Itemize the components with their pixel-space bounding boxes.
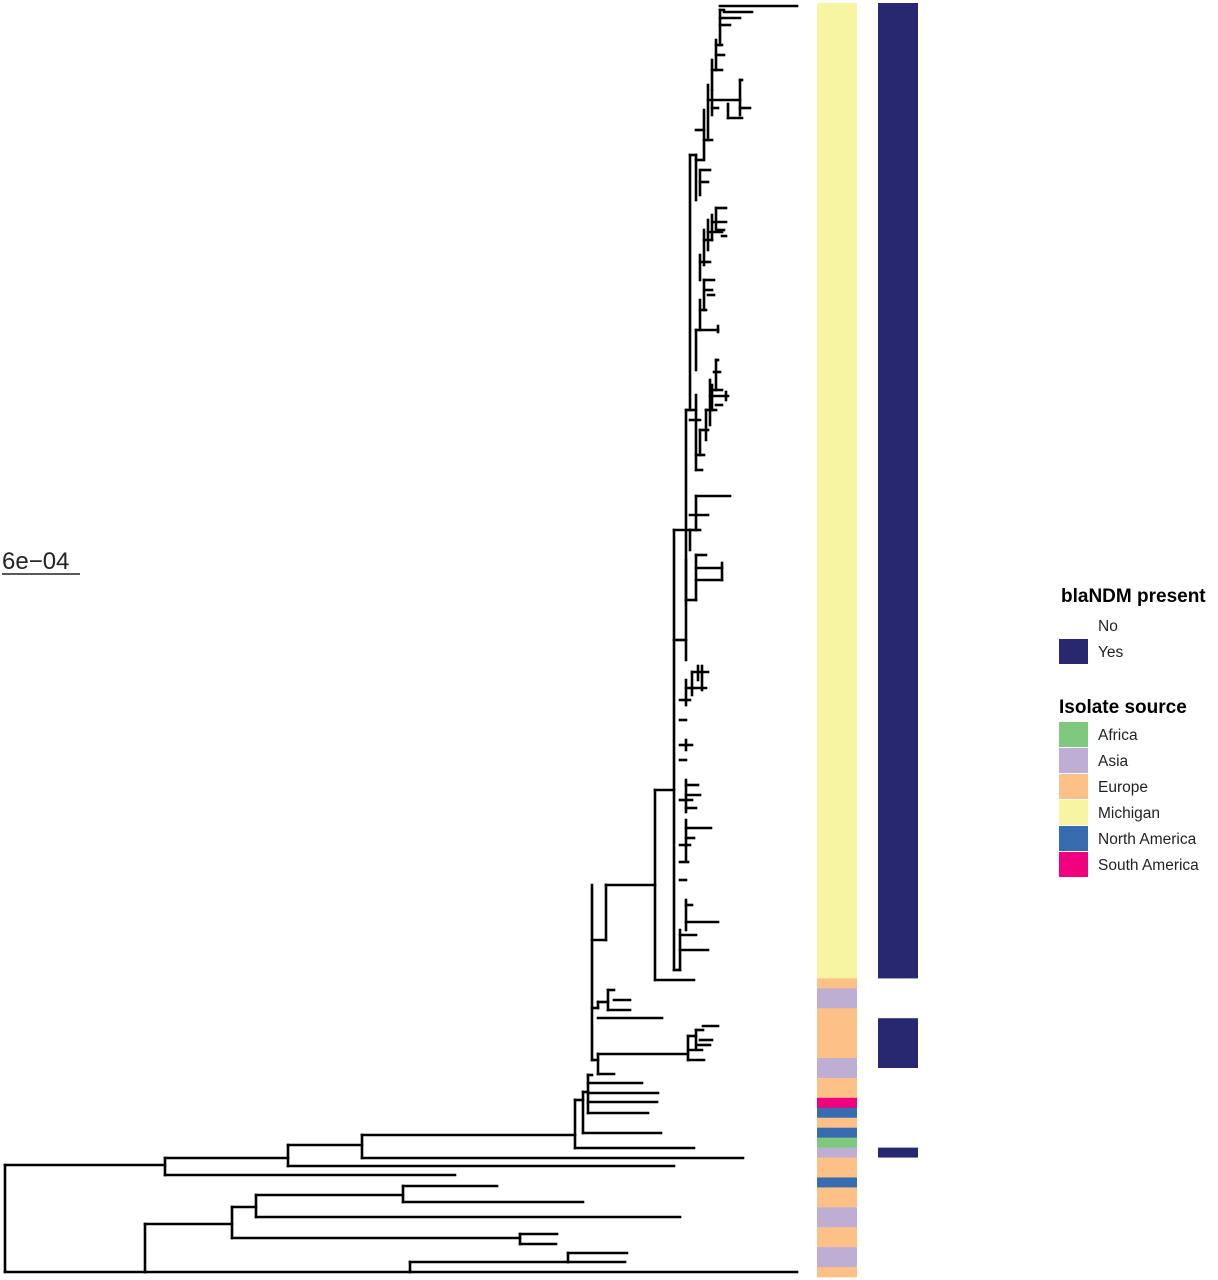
blandm-block-yes xyxy=(878,3,918,979)
phylogenetic-tree xyxy=(3,4,799,1274)
legend-blandm-title: blaNDM present xyxy=(1061,586,1206,607)
legend-isolate-source: Isolate source Africa Asia Europe Michig… xyxy=(1059,697,1199,877)
source-block-europe xyxy=(817,1117,857,1128)
source-block-europe xyxy=(817,978,857,989)
source-block-south-america xyxy=(817,1097,857,1109)
scale-bar: 6e−04 xyxy=(2,548,80,575)
source-block-europe xyxy=(817,1077,857,1099)
isolate-source-strip xyxy=(817,3,857,1278)
legend-blandm: blaNDM present No Yes xyxy=(1059,586,1206,664)
legend-label-yes: Yes xyxy=(1098,644,1124,661)
legend-swatch-south-america xyxy=(1059,852,1088,877)
source-block-asia xyxy=(817,988,857,1009)
source-block-asia xyxy=(817,1247,857,1268)
legend-label-south-america: South America xyxy=(1098,857,1199,874)
source-block-north-america xyxy=(817,1177,857,1188)
source-block-asia xyxy=(817,1058,857,1079)
blandm-present-strip xyxy=(878,3,918,1158)
legend-swatch-north-america xyxy=(1059,826,1088,851)
legend-label-north-america: North America xyxy=(1098,831,1197,848)
legend-label-europe: Europe xyxy=(1098,779,1148,796)
legend-label-no: No xyxy=(1098,618,1118,635)
blandm-block-yes xyxy=(878,1147,918,1158)
source-block-europe xyxy=(817,1267,857,1278)
source-block-michigan xyxy=(817,3,857,979)
legend-swatch-yes xyxy=(1059,639,1088,664)
legend-swatch-michigan xyxy=(1059,800,1088,825)
source-block-europe xyxy=(817,1157,857,1178)
source-block-asia xyxy=(817,1207,857,1228)
legend-swatch-no xyxy=(1059,613,1088,638)
legend-swatch-africa xyxy=(1059,722,1088,747)
legend-swatch-asia xyxy=(1059,748,1088,773)
source-block-europe xyxy=(817,1008,857,1059)
legend-source-title: Isolate source xyxy=(1059,697,1187,718)
source-block-europe xyxy=(817,1187,857,1208)
source-block-asia xyxy=(817,1147,857,1158)
source-block-europe xyxy=(817,1227,857,1248)
legend-label-africa: Africa xyxy=(1098,727,1138,744)
source-block-north-america xyxy=(817,1107,857,1119)
legend-swatch-europe xyxy=(1059,774,1088,799)
source-block-north-america xyxy=(817,1127,857,1138)
source-block-africa xyxy=(817,1137,857,1148)
legend-label-asia: Asia xyxy=(1098,753,1129,770)
scale-bar-label: 6e−04 xyxy=(2,548,69,575)
legend-label-michigan: Michigan xyxy=(1098,805,1160,822)
blandm-block-yes xyxy=(878,1018,918,1068)
